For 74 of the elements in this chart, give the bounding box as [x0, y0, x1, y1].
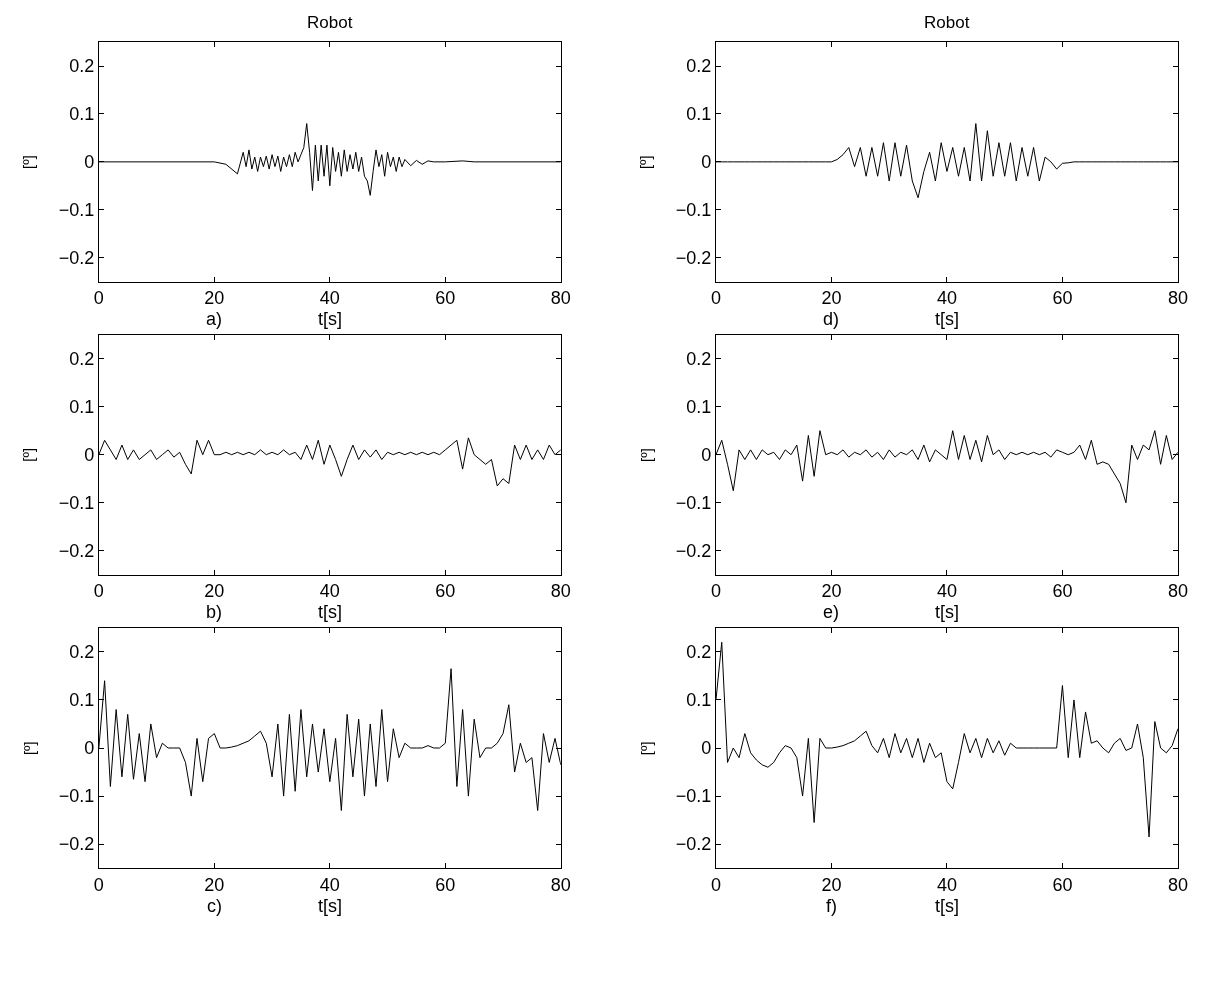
y-tick-label: −0.2	[675, 834, 712, 855]
y-tick-label: −0.2	[675, 541, 712, 562]
text: d)	[823, 309, 840, 329]
y-tick-label: 0.2	[686, 348, 712, 369]
x-tick-label: 40	[936, 288, 957, 309]
y-tick-label: 0.1	[686, 690, 712, 711]
y-tick-label: 0	[84, 444, 95, 465]
y-axis-title: [º]	[637, 155, 655, 170]
x-tick-label: 40	[319, 288, 340, 309]
y-axis-title: [º]	[20, 447, 38, 462]
y-tick-label: −0.1	[58, 786, 95, 807]
y-axis-title: [º]	[637, 448, 655, 462]
x-axis-title: t[s]	[935, 896, 960, 916]
y-tick-label: −0.2	[58, 834, 95, 855]
y-tick-label: 0.1	[69, 396, 95, 417]
y-tick-label: 0.1	[686, 104, 712, 125]
y-axis-title: [º]	[638, 741, 656, 756]
x-tick-label: 20	[821, 874, 842, 895]
y-tick-label: 0.2	[69, 642, 95, 663]
x-tick-label: 60	[1052, 874, 1073, 895]
y-tick-label: 0	[701, 152, 712, 173]
y-tick-label: 0.2	[686, 56, 712, 77]
x-axis-title: t[s]	[318, 896, 343, 916]
x-axis-title: t[s]	[935, 602, 960, 622]
y-tick-label: 0	[84, 738, 95, 759]
y-tick-label: −0.1	[58, 493, 95, 514]
x-tick-label: 60	[435, 874, 456, 895]
y-tick-label: −0.2	[58, 247, 95, 268]
x-tick-label: 40	[319, 581, 340, 602]
y-tick-label: 0.2	[69, 56, 95, 77]
x-tick-label: 80	[1167, 874, 1188, 895]
y-tick-label: −0.1	[675, 493, 712, 514]
x-axis-title: t[s]	[935, 309, 960, 329]
y-tick-label: −0.1	[58, 200, 95, 221]
chart-title: Robot	[924, 13, 970, 32]
text: e)	[823, 602, 840, 622]
x-tick-label: 80	[1167, 288, 1188, 309]
x-tick-label: 20	[204, 581, 225, 602]
y-tick-label: −0.2	[675, 247, 712, 268]
text: c)	[207, 896, 222, 916]
x-tick-label: 20	[204, 874, 225, 895]
x-tick-label: 60	[435, 288, 456, 309]
x-tick-label: 80	[1167, 581, 1188, 602]
y-axis-title: [º]	[21, 741, 39, 756]
y-tick-label: 0	[84, 152, 95, 173]
y-tick-label: −0.2	[58, 541, 95, 562]
y-tick-label: 0	[701, 444, 712, 465]
x-tick-label: 80	[550, 874, 571, 895]
x-tick-label: 40	[319, 874, 340, 895]
y-tick-label: −0.1	[675, 786, 712, 807]
x-tick-label: 60	[1052, 288, 1073, 309]
x-tick-label: 20	[821, 581, 842, 602]
x-tick-label: 40	[936, 581, 957, 602]
x-tick-label: 60	[435, 581, 456, 602]
text: a)	[206, 309, 223, 329]
x-axis-title: t[s]	[318, 602, 343, 622]
x-tick-label: 20	[821, 288, 842, 309]
chart-title: Robot	[307, 13, 353, 32]
x-axis-title: t[s]	[318, 309, 343, 329]
y-tick-label: 0	[701, 738, 712, 759]
y-tick-label: 0.1	[69, 104, 95, 125]
y-tick-label: 0.1	[69, 690, 95, 711]
y-tick-label: 0.2	[69, 348, 95, 369]
y-tick-label: 0.1	[686, 396, 712, 417]
x-tick-label: 60	[1052, 581, 1073, 602]
y-tick-label: −0.1	[675, 200, 712, 221]
y-axis-title: [º]	[20, 155, 38, 169]
text: b)	[206, 602, 223, 622]
x-tick-label: 80	[550, 288, 571, 309]
x-tick-label: 20	[204, 288, 225, 309]
x-tick-label: 80	[550, 581, 571, 602]
y-tick-label: 0.2	[686, 642, 712, 663]
x-tick-label: 40	[936, 874, 957, 895]
text: f)	[826, 896, 837, 916]
